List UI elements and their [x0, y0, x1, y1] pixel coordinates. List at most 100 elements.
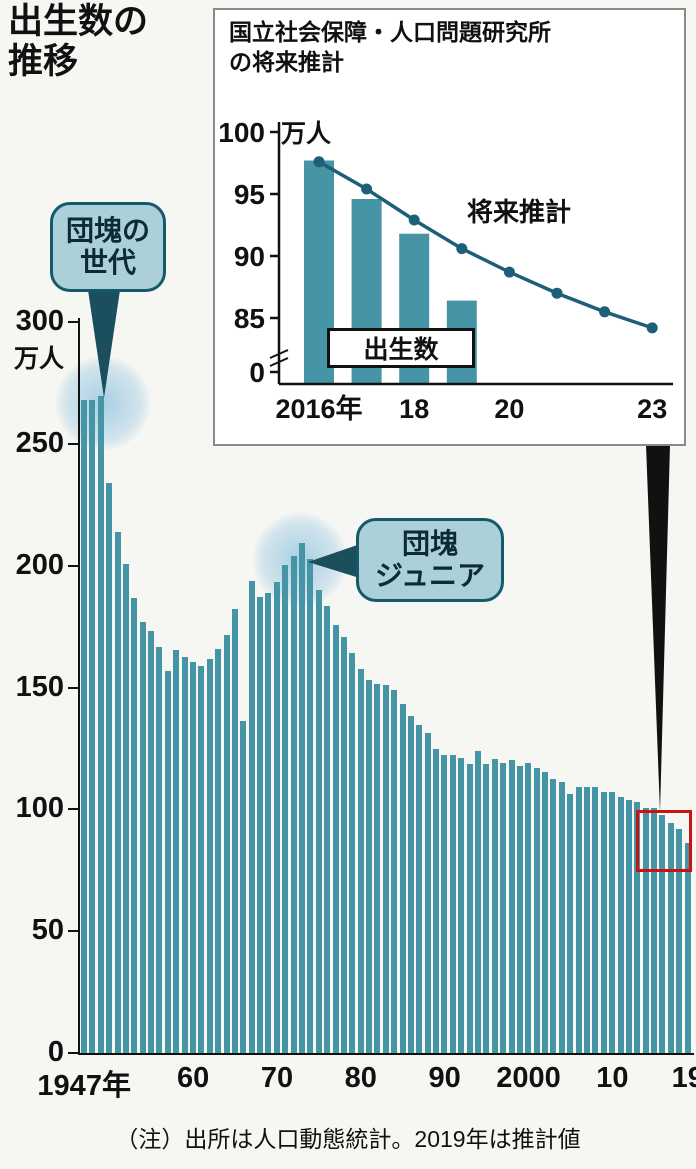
- inset-y-axis-unit: 万人: [281, 120, 331, 148]
- main-bar-1988: [424, 732, 431, 1053]
- main-bar-1987: [416, 724, 423, 1053]
- main-bar-1995: [483, 763, 490, 1053]
- inset-y-tick-0: 0: [249, 357, 265, 388]
- main-bar-1991: [449, 755, 456, 1053]
- inset-x-tick-2020: 20: [494, 394, 524, 424]
- main-bar-2016: [659, 814, 666, 1053]
- main-bar-1962: [206, 658, 213, 1053]
- page-title: 出生数の 推移: [8, 2, 148, 82]
- main-bar-1999: [516, 766, 523, 1053]
- main-bar-1958: [173, 650, 180, 1053]
- main-y-tickmark-0: [68, 1052, 78, 1054]
- inset-y-tick-100: 100: [218, 117, 265, 148]
- source-note: （注）出所は人口動態統計。2019年は推計値: [115, 1126, 581, 1152]
- main-bar-1979: [349, 652, 356, 1053]
- main-bar-1965: [231, 608, 238, 1053]
- inset-title-line2: の将来推計: [229, 48, 344, 75]
- main-bar-1967: [248, 581, 255, 1053]
- main-bar-2003: [550, 779, 557, 1053]
- main-y-tick-300: 300: [15, 305, 64, 337]
- main-bar-2012: [625, 800, 632, 1053]
- main-bar-2018: [676, 829, 683, 1053]
- main-y-tickmark-300: [68, 321, 78, 323]
- main-y-tick-150: 150: [15, 670, 64, 703]
- main-y-tickmark-250: [68, 442, 78, 445]
- main-bar-2009: [600, 792, 607, 1053]
- main-bar-1984: [391, 690, 398, 1053]
- inset-x-tick-2016: 2016年: [275, 393, 362, 424]
- inset-projection-dot-2018: [408, 214, 420, 226]
- main-bar-1951: [114, 532, 121, 1053]
- main-bar-1976: [324, 606, 331, 1053]
- main-bar-2011: [617, 796, 624, 1053]
- main-y-axis-line: [78, 318, 80, 1055]
- main-y-tick-200: 200: [15, 548, 64, 581]
- main-y-tick-50: 50: [31, 914, 64, 947]
- main-bar-2013: [634, 802, 641, 1053]
- main-bar-1947: [81, 400, 87, 1053]
- main-bar-2002: [542, 771, 549, 1053]
- inset-projection-dot-2023: [646, 322, 658, 334]
- annotation-dankai-junior: 団塊 ジュニア: [356, 518, 504, 602]
- main-x-tick-2000: 2000: [496, 1062, 561, 1094]
- main-bar-1974: [307, 558, 314, 1053]
- annotation-text-line: ジュニア: [374, 560, 486, 591]
- main-bar-1994: [475, 751, 482, 1053]
- main-bar-1978: [340, 636, 347, 1053]
- inset-title-line1: 国立社会保障・人口問題研究所: [229, 19, 551, 45]
- main-bar-2001: [533, 767, 540, 1053]
- main-y-tickmark-50: [68, 930, 78, 933]
- annotation-text-line: 団塊の: [65, 214, 150, 246]
- main-y-axis-unit: 万人: [13, 345, 64, 373]
- main-bar-1960: [189, 661, 196, 1053]
- main-bar-1975: [315, 589, 322, 1053]
- main-bar-1993: [466, 763, 473, 1053]
- inset-chart: 100 万人 95 90 85 0 2016年 18 20 23: [218, 117, 673, 424]
- page-title-line1: 出生数の: [8, 2, 149, 41]
- main-x-tick-1947: 1947年: [37, 1070, 131, 1102]
- main-bar-1972: [290, 556, 297, 1053]
- main-bar-1990: [441, 755, 448, 1053]
- main-bar-1977: [332, 625, 339, 1053]
- main-bar-1973: [298, 543, 305, 1053]
- inset-projection-dot-2022: [599, 306, 611, 318]
- inset-y-tick-85: 85: [234, 303, 265, 334]
- main-x-tick-1990: 90: [428, 1062, 461, 1094]
- main-bar-1986: [407, 716, 414, 1053]
- main-x-tick-1980: 80: [344, 1062, 377, 1094]
- main-y-tick-100: 100: [15, 792, 64, 825]
- main-x-tick-2010: 10: [596, 1062, 629, 1094]
- main-bar-2014: [642, 808, 649, 1053]
- main-y-tick-0: 0: [47, 1036, 64, 1068]
- main-bar-1980: [357, 668, 364, 1053]
- main-bar-1971: [282, 565, 289, 1053]
- main-bar-2000: [525, 762, 532, 1053]
- main-x-tick-2019: 19: [671, 1062, 696, 1094]
- main-bar-1969: [265, 592, 272, 1053]
- main-bar-1954: [139, 622, 146, 1053]
- annotation-text-line: 世代: [79, 247, 136, 278]
- main-x-axis-line: [78, 1053, 694, 1055]
- main-bar-1950: [106, 483, 113, 1053]
- annotation-dankai-sedai: 団塊の 世代: [50, 202, 166, 292]
- main-y-tick-250: 250: [15, 426, 64, 459]
- inset-projection-dot-2017: [361, 183, 373, 195]
- main-bar-2010: [609, 792, 616, 1053]
- inset-projection-dot-2020: [503, 266, 515, 278]
- main-bar-1970: [273, 581, 280, 1053]
- main-bar-1966: [240, 721, 247, 1053]
- main-bar-1989: [433, 749, 440, 1053]
- main-x-tick-1970: 70: [260, 1062, 294, 1094]
- main-bar-2007: [584, 787, 590, 1053]
- main-bar-1968: [257, 596, 264, 1053]
- inset-axis-break-mark: [269, 349, 289, 359]
- main-y-tickmark-100: [68, 808, 78, 811]
- births-series-label-box: 出生数: [327, 328, 475, 368]
- main-bar-2015: [651, 807, 658, 1053]
- main-bar-1955: [148, 631, 155, 1053]
- main-bar-2017: [667, 822, 674, 1053]
- main-bar-2019: [684, 842, 691, 1053]
- main-bar-1997: [500, 762, 507, 1053]
- main-y-tickmark-200: [68, 564, 78, 567]
- projection-series-label: 将来推計: [467, 197, 572, 227]
